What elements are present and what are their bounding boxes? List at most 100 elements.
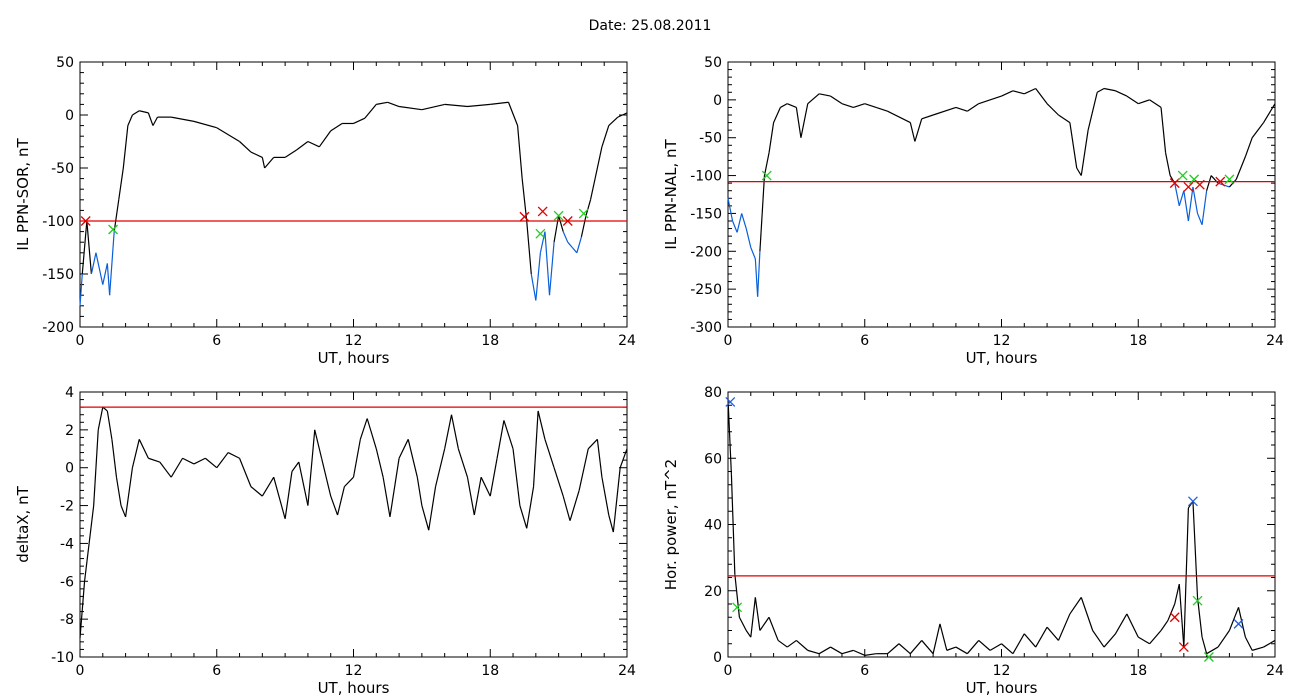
panel-4-series-0-segment-54 (1217, 630, 1230, 648)
panel-1-series-0-segment-46 (539, 231, 546, 253)
panel-2-series-0-segment-29 (966, 103, 980, 112)
panel-2-series-0-segment-31 (1001, 90, 1014, 97)
panel-3-xlabel: UT, hours (318, 679, 390, 697)
panel-4-series-0-segment-5 (750, 597, 756, 638)
panel-4-series-0-segment-11 (795, 639, 809, 651)
panel-4-series-0-segment-22 (921, 640, 934, 655)
panel-3-series-0-segment-69 (612, 467, 621, 533)
panel-2-series-0-segment-28 (955, 106, 968, 112)
panel-2-series-0-segment-52 (1183, 190, 1189, 222)
panel-1-series-0-segment-27 (307, 140, 320, 148)
panel-1-series-0-segment-6 (106, 263, 111, 296)
panel-3-series-0-segment-60 (544, 439, 555, 468)
panel-2-series-0-segment-23 (887, 110, 911, 124)
panel-4-marker-7 (1233, 618, 1244, 629)
panel-3-series-0-segment-54 (503, 420, 514, 449)
panel-2-series-0-segment-33 (1024, 87, 1036, 95)
panel-1-series-0-segment-53 (571, 247, 578, 254)
panel-1-series-0-segment-35 (399, 105, 422, 111)
panel-2-series-0-segment-43 (1115, 90, 1128, 97)
panel-2-series-0-segment-15 (800, 103, 809, 138)
panel-3-series-0-segment-52 (489, 458, 498, 497)
panel-1-marker-5 (553, 210, 564, 221)
panel-3-series-0-segment-37 (375, 448, 384, 478)
panel-4-xtick-label-0: 0 (724, 663, 733, 679)
panel-3-series-0-segment-7 (111, 439, 118, 478)
panel-4-series-0-segment-58 (1252, 646, 1264, 651)
panel-1-series-0-segment-47 (544, 231, 551, 296)
panel-1-series-0-segment-41 (517, 125, 523, 179)
panel-3-series-0-segment-21 (238, 458, 252, 487)
panel-3-series-0-segment-66 (596, 439, 603, 478)
panel-2-series-0-segment-51 (1178, 190, 1185, 207)
panel-1-series-0-segment-49 (553, 215, 560, 243)
panel-4-series-0-segment-53 (1206, 646, 1219, 655)
panel-2-series-0-segment-54 (1192, 186, 1199, 214)
panel-2-ytick-label-2: -200 (690, 244, 722, 260)
panel-1-series-0-segment-45 (535, 252, 541, 301)
panel-2-ytick-label-1: -250 (690, 282, 722, 298)
panel-1-series-0-segment-48 (548, 242, 555, 296)
panel-4-series-0-segment-55 (1228, 607, 1240, 631)
panel-4-series-0-segment-0 (727, 398, 733, 475)
panel-2-series-0-segment-4 (745, 228, 752, 248)
panel-2-series-0-segment-34 (1035, 88, 1048, 105)
panel-2-series-0-segment-19 (841, 103, 854, 108)
panel-1-ytick-label-3: -50 (51, 161, 74, 177)
panel-3-series-0-segment-8 (115, 477, 122, 506)
panel-3-series-0-segment-10 (124, 467, 134, 518)
panel-4-series-0-segment-34 (1046, 626, 1059, 641)
panel-2-xtick-label-0: 0 (724, 333, 733, 349)
panel-1-series-0-segment-36 (421, 103, 445, 111)
panel-4-series-0-segment-44 (1160, 620, 1169, 631)
panel-3-series-0-segment-4 (97, 407, 104, 430)
panel-2-series-0-segment-11 (773, 107, 781, 123)
panel-4-xtick-label-4: 24 (1266, 663, 1284, 679)
panel-3-series-0-segment-17 (193, 457, 206, 465)
panel-4-series-0-segment-21 (909, 640, 923, 655)
panel-4-series-0-segment-47 (1178, 584, 1185, 648)
panel-2-series-0-segment-53 (1187, 186, 1194, 222)
panel-4-ytick-label-2: 40 (704, 518, 722, 534)
panel-4-series-0-segment-15 (841, 649, 854, 655)
panel-1-series-0-segment-50 (558, 215, 564, 232)
panel-2-ytick-label-3: -150 (690, 206, 722, 222)
panel-1-series-0-segment-11 (127, 114, 133, 126)
panel-3-series-0-segment-61 (553, 467, 564, 497)
panel-2-series-0-segment-16 (807, 93, 820, 105)
panel-3-series-0-segment-45 (434, 448, 446, 487)
panel-4-marker-3 (1178, 642, 1189, 653)
panel-1-ylabel: IL PPN-SOR, nT (14, 138, 32, 251)
panel-3-series-0-segment-0 (79, 581, 86, 639)
panel-4-marker-4 (1187, 496, 1198, 507)
panel-2-series-0-segment-22 (875, 106, 888, 112)
panel-2-series-0-segment-50 (1174, 183, 1180, 206)
panel-2-series-0-segment-55 (1196, 213, 1203, 226)
panel-2-series-0-segment-14 (795, 107, 802, 138)
panel-1-series-0-segment-10 (122, 125, 129, 169)
panel-4-series-0-segment-33 (1035, 626, 1048, 648)
panel-3-series-0-segment-15 (170, 457, 184, 478)
panel-3-ytick-label-6: 2 (65, 423, 74, 439)
panel-1-series-0-segment-31 (353, 117, 366, 125)
panel-2-series-0-segment-41 (1096, 87, 1105, 93)
panel-1-series-0-segment-39 (490, 101, 509, 105)
panel-3-series-0-segment-34 (352, 439, 361, 478)
panel-1-series-0-segment-3 (90, 252, 97, 275)
panel-1-series-0-segment-14 (147, 112, 154, 126)
panel-3-series-0-segment-55 (512, 448, 521, 506)
panel-4-ylabel: Hor. power, nT^2 (662, 459, 680, 590)
panel-1-xlabel: UT, hours (318, 349, 390, 367)
panel-1-series-0-segment-60 (608, 116, 619, 127)
panel-4-frame (727, 391, 1276, 658)
figure-title: Date: 25.08.2011 (588, 18, 712, 34)
panel-1-ytick-label-5: 50 (56, 55, 74, 71)
panel-3-series-0-segment-1 (83, 543, 90, 582)
panel-3-series-0-segment-19 (216, 452, 229, 469)
panel-4-marker-0 (725, 396, 736, 407)
panel-3-series-0-segment-39 (389, 458, 400, 518)
panel-4-series-0-segment-1 (730, 474, 736, 575)
panel-1-series-0-segment-2 (86, 220, 92, 275)
panel-2-xtick-label-4: 24 (1266, 333, 1284, 349)
panel-3-ytick-label-7: 4 (65, 385, 74, 401)
